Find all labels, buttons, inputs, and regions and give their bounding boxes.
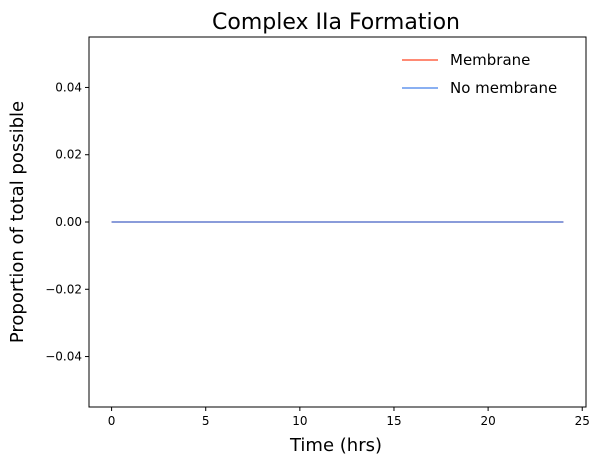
- legend-label-1: Membrane: [450, 51, 530, 69]
- y-axis: −0.04 −0.02 0.00 0.02 0.04: [45, 80, 89, 364]
- legend: Membrane No membrane: [402, 51, 557, 97]
- x-tick-label: 20: [480, 414, 495, 428]
- x-tick-label: 5: [202, 414, 210, 428]
- y-tick-label: −0.04: [45, 350, 82, 364]
- y-tick-label: 0.04: [55, 80, 82, 94]
- y-axis-label: Proportion of total possible: [7, 101, 28, 343]
- x-tick-label: 0: [108, 414, 116, 428]
- x-axis: 0 5 10 15 20 25: [108, 407, 590, 428]
- legend-label-2: No membrane: [450, 79, 557, 97]
- x-tick-label: 25: [575, 414, 590, 428]
- x-tick-label: 10: [292, 414, 307, 428]
- x-axis-label: Time (hrs): [289, 435, 382, 456]
- chart-title: Complex IIa Formation: [212, 10, 460, 35]
- x-tick-label: 15: [386, 414, 401, 428]
- y-tick-label: −0.02: [45, 282, 82, 296]
- y-tick-label: 0.02: [55, 148, 82, 162]
- y-tick-label: 0.00: [55, 215, 82, 229]
